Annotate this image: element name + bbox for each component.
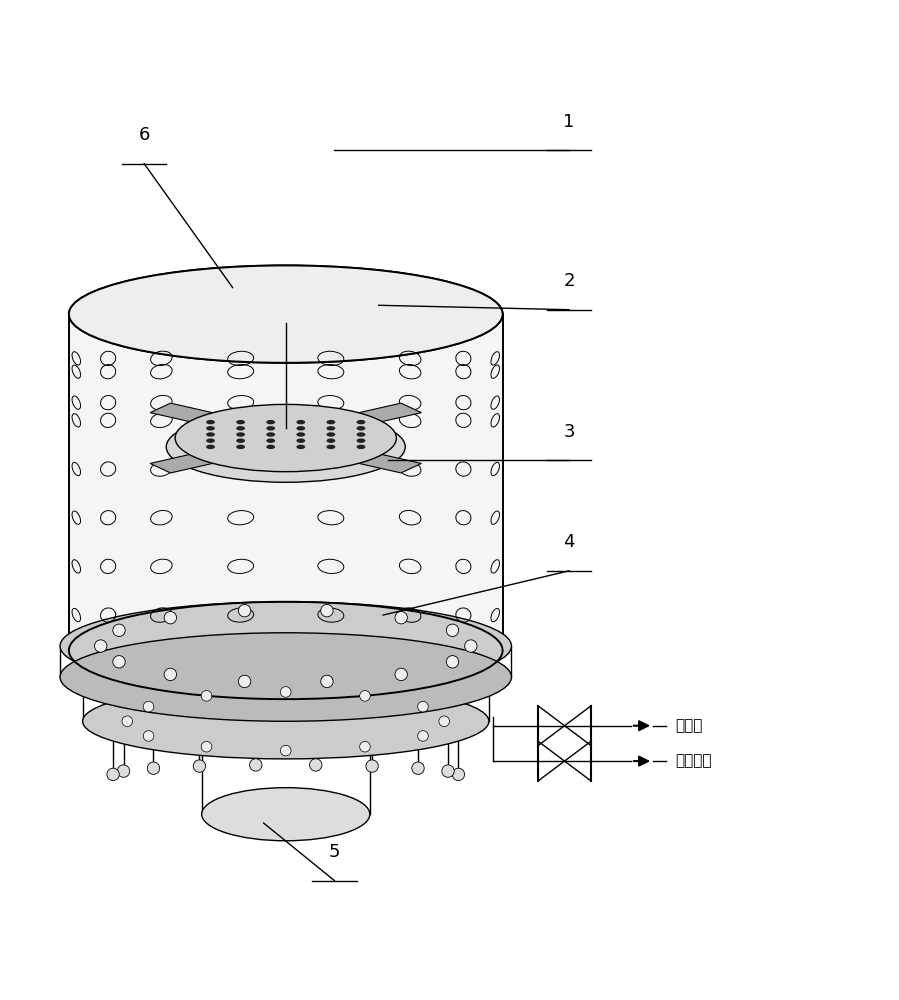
Circle shape	[250, 759, 262, 771]
Ellipse shape	[326, 445, 335, 449]
Ellipse shape	[69, 265, 503, 363]
Circle shape	[321, 675, 334, 688]
Ellipse shape	[206, 445, 215, 449]
Text: 壓縮空氣: 壓縮空氣	[675, 754, 712, 769]
Circle shape	[107, 768, 120, 781]
Circle shape	[143, 731, 154, 741]
Ellipse shape	[201, 704, 369, 757]
Ellipse shape	[206, 432, 215, 437]
Circle shape	[412, 762, 424, 774]
Ellipse shape	[297, 426, 306, 431]
Polygon shape	[69, 314, 503, 650]
Ellipse shape	[297, 438, 306, 443]
Polygon shape	[150, 403, 236, 428]
Circle shape	[321, 604, 334, 617]
Circle shape	[193, 760, 206, 772]
Text: 1: 1	[564, 113, 574, 131]
Circle shape	[439, 716, 450, 727]
Ellipse shape	[357, 426, 365, 431]
Text: 6: 6	[138, 126, 150, 144]
Circle shape	[201, 691, 212, 701]
Circle shape	[418, 731, 428, 741]
Ellipse shape	[266, 445, 275, 449]
Circle shape	[117, 765, 129, 777]
Ellipse shape	[201, 788, 369, 841]
Circle shape	[122, 716, 133, 727]
Ellipse shape	[326, 438, 335, 443]
Circle shape	[165, 668, 176, 681]
Ellipse shape	[166, 411, 405, 482]
Circle shape	[147, 762, 160, 774]
Polygon shape	[334, 403, 422, 428]
Ellipse shape	[266, 420, 275, 424]
Circle shape	[238, 604, 251, 617]
Circle shape	[446, 656, 458, 668]
Circle shape	[360, 741, 370, 752]
Circle shape	[309, 759, 322, 771]
Ellipse shape	[60, 602, 512, 690]
Circle shape	[366, 760, 378, 772]
Polygon shape	[334, 448, 422, 473]
Ellipse shape	[357, 438, 365, 443]
Circle shape	[112, 624, 125, 636]
Ellipse shape	[357, 420, 365, 424]
Ellipse shape	[206, 438, 215, 443]
Ellipse shape	[266, 432, 275, 437]
Circle shape	[280, 687, 291, 697]
Ellipse shape	[266, 438, 275, 443]
Ellipse shape	[236, 438, 245, 443]
Ellipse shape	[236, 445, 245, 449]
Circle shape	[446, 624, 458, 636]
Ellipse shape	[357, 432, 365, 437]
Ellipse shape	[297, 420, 306, 424]
Ellipse shape	[326, 432, 335, 437]
Circle shape	[238, 675, 251, 688]
Circle shape	[441, 765, 454, 777]
Ellipse shape	[236, 426, 245, 431]
Circle shape	[112, 656, 125, 668]
Ellipse shape	[236, 420, 245, 424]
Circle shape	[395, 668, 407, 681]
Circle shape	[360, 691, 370, 701]
Ellipse shape	[357, 445, 365, 449]
Circle shape	[452, 768, 465, 781]
Ellipse shape	[266, 426, 275, 431]
Ellipse shape	[297, 445, 306, 449]
Ellipse shape	[236, 432, 245, 437]
Text: 霧化水: 霧化水	[675, 718, 703, 733]
Ellipse shape	[326, 420, 335, 424]
Polygon shape	[150, 448, 236, 473]
Circle shape	[418, 701, 428, 712]
Circle shape	[201, 741, 212, 752]
Ellipse shape	[326, 426, 335, 431]
Ellipse shape	[297, 432, 306, 437]
Ellipse shape	[175, 404, 396, 472]
Ellipse shape	[206, 426, 215, 431]
Circle shape	[280, 745, 291, 756]
Ellipse shape	[206, 420, 215, 424]
Circle shape	[395, 611, 407, 624]
Ellipse shape	[60, 633, 512, 721]
Circle shape	[94, 640, 107, 652]
Circle shape	[165, 611, 176, 624]
Text: 2: 2	[564, 272, 574, 290]
Text: 5: 5	[329, 843, 340, 861]
Ellipse shape	[83, 684, 489, 759]
Text: 3: 3	[564, 423, 574, 441]
Circle shape	[465, 640, 477, 652]
Circle shape	[143, 701, 154, 712]
Ellipse shape	[83, 644, 489, 719]
Text: 4: 4	[564, 533, 574, 551]
